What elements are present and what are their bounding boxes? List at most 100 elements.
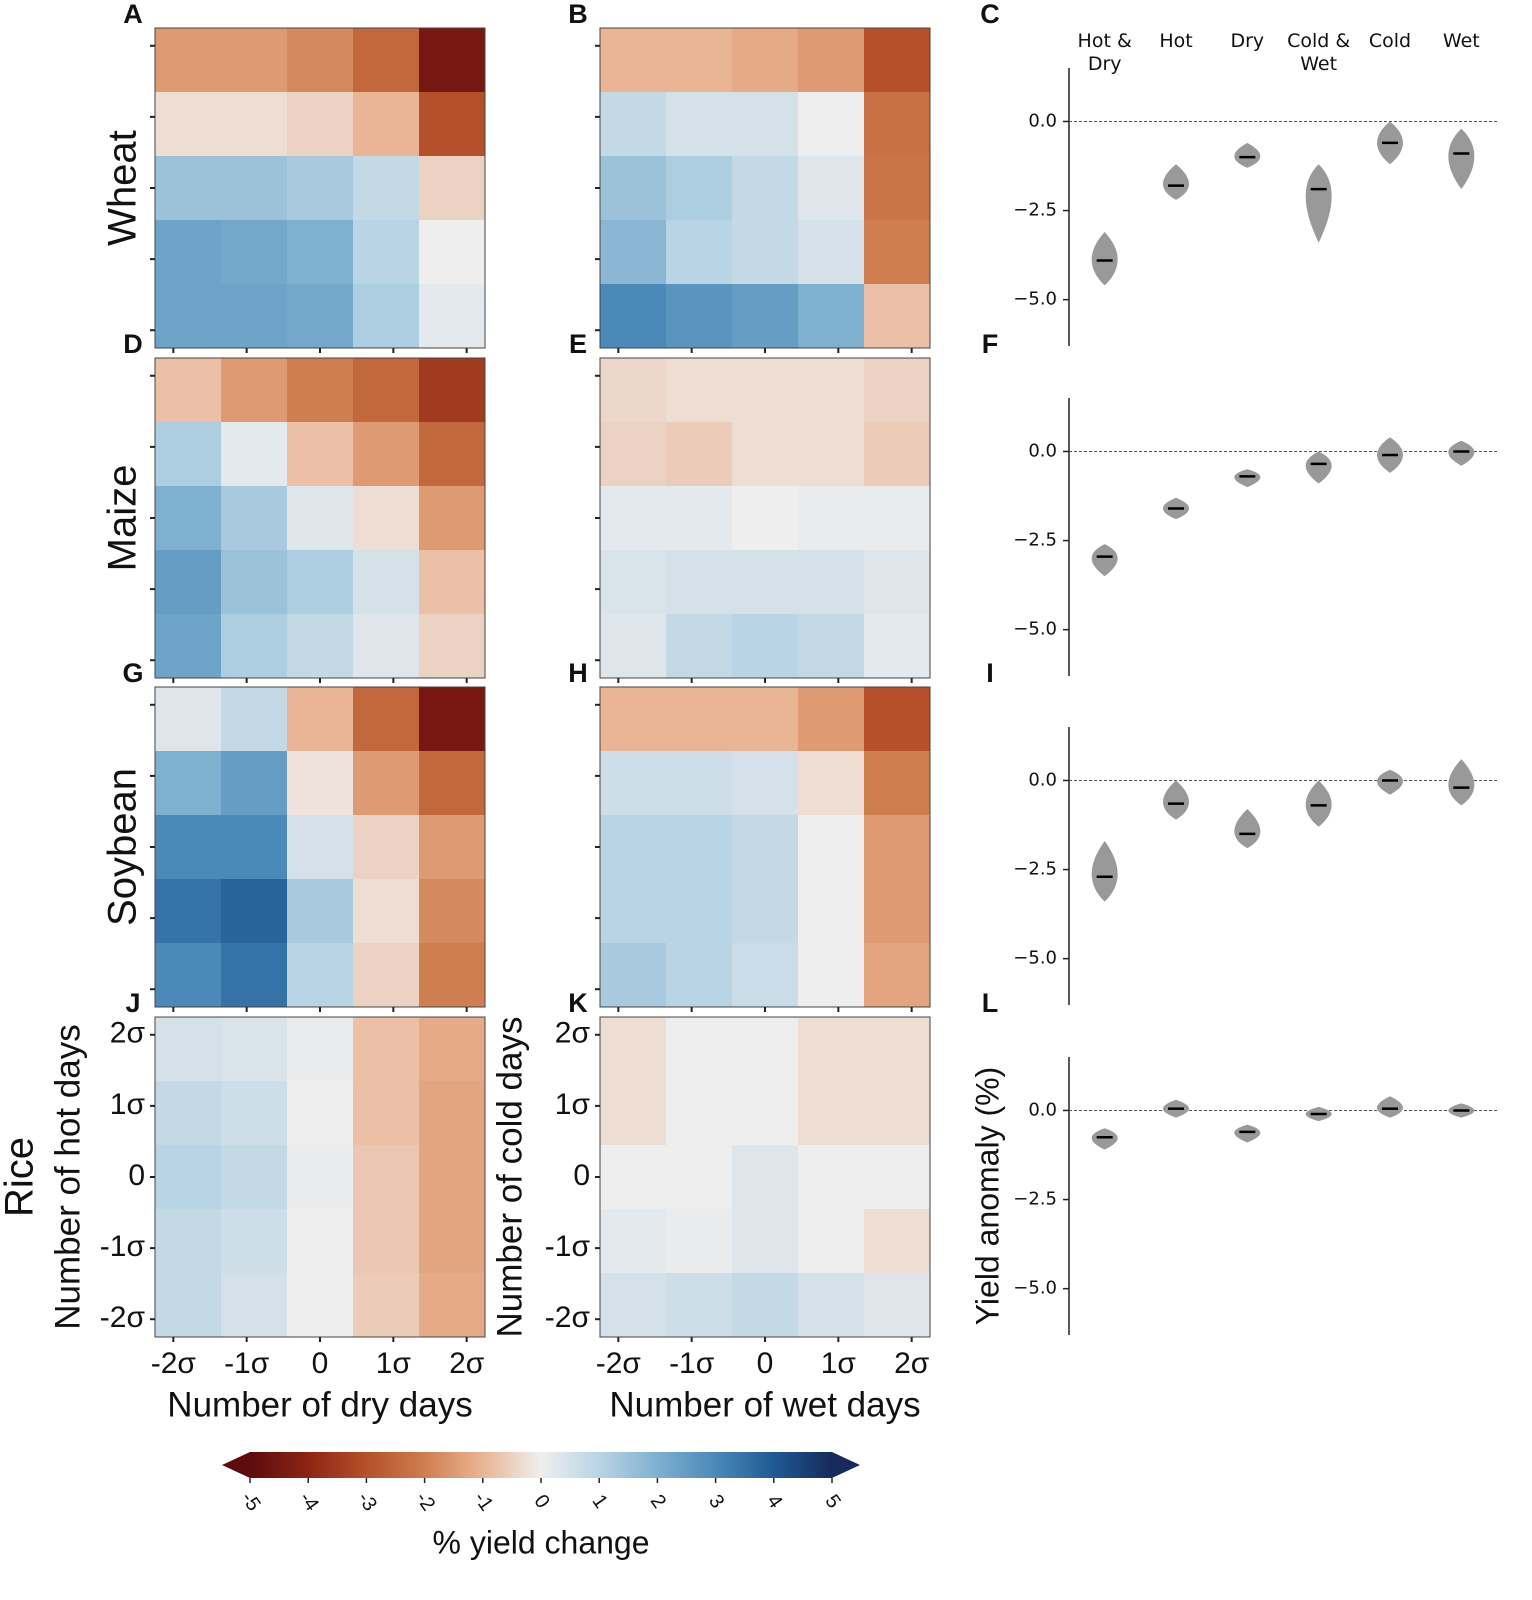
heat-cell: [221, 220, 288, 285]
colorbar-tick-label: -4: [295, 1488, 323, 1515]
heat-cell: [732, 284, 799, 349]
heat-cell: [864, 1273, 931, 1338]
heat-cell: [798, 943, 865, 1008]
heat-cell: [155, 1273, 222, 1338]
heat-cell: [798, 614, 865, 679]
heat-cell: [287, 614, 354, 679]
category-label: Hot: [1159, 30, 1193, 52]
heat-cell: [666, 220, 733, 285]
heat-cell: [419, 550, 486, 615]
heat-cell: [155, 815, 222, 880]
row-label: Maize: [101, 465, 145, 572]
heat-cell: [666, 815, 733, 880]
heat-cell: [287, 422, 354, 487]
heat-cell: [798, 751, 865, 816]
heat-cell: [287, 1145, 354, 1210]
heat-cell: [155, 879, 222, 944]
heat-cell: [221, 486, 288, 551]
heat-cell: [666, 550, 733, 615]
heat-cell: [864, 1081, 931, 1146]
heat-cell: [155, 1145, 222, 1210]
y-axis-label: Yield anomaly (%): [969, 1067, 1005, 1325]
heat-cell: [287, 1081, 354, 1146]
heat-cell: [287, 751, 354, 816]
y-tick-label: -2σ: [545, 1301, 591, 1334]
panel-letter: L: [982, 988, 999, 1018]
y-tick-label: −5.0: [1013, 619, 1057, 640]
violin: [1377, 1096, 1403, 1118]
heat-cell: [666, 486, 733, 551]
heat-cell: [353, 751, 420, 816]
heat-cell: [287, 1017, 354, 1082]
y-tick-label: -1σ: [545, 1230, 591, 1263]
heat-cell: [732, 220, 799, 285]
colorbar-tick-label: 1: [588, 1491, 612, 1513]
colorbar-tick-label: 5: [820, 1491, 844, 1513]
category-label: Dry: [1230, 30, 1265, 52]
violin: [1305, 780, 1332, 827]
heat-cell: [353, 1017, 420, 1082]
panel-letter: D: [123, 329, 143, 359]
heat-cell: [798, 1209, 865, 1274]
heat-cell: [600, 943, 667, 1008]
heat-cell: [600, 1209, 667, 1274]
heat-cell: [419, 92, 486, 157]
heat-cell: [732, 1209, 799, 1274]
heat-cell: [287, 284, 354, 349]
heat-cell: [732, 1273, 799, 1338]
heat-cell: [419, 687, 486, 752]
y-axis-label: Number of hot days: [48, 1024, 87, 1329]
heat-cell: [864, 156, 931, 221]
row-label: Wheat: [101, 130, 145, 246]
heat-cell: [798, 284, 865, 349]
heat-cell: [732, 92, 799, 157]
heat-cell: [287, 156, 354, 221]
heat-cell: [221, 422, 288, 487]
heat-cell: [221, 92, 288, 157]
y-tick-label: −2.5: [1013, 1189, 1057, 1210]
heat-cell: [419, 284, 486, 349]
x-tick-label: 1σ: [821, 1347, 857, 1380]
heat-cell: [353, 879, 420, 944]
heat-cell: [732, 879, 799, 944]
panel-letter: E: [569, 329, 587, 359]
heat-cell: [798, 879, 865, 944]
y-tick-label: −5.0: [1013, 289, 1057, 310]
violin: [1305, 164, 1332, 243]
heat-cell: [864, 28, 931, 93]
heat-cell: [155, 751, 222, 816]
heat-cell: [732, 28, 799, 93]
category-label: Hot & Dry: [1077, 30, 1132, 75]
heat-cell: [732, 1145, 799, 1210]
violin: [1448, 128, 1475, 190]
panel-letter: I: [986, 658, 994, 688]
heat-cell: [666, 943, 733, 1008]
heat-cell: [353, 1145, 420, 1210]
heat-cell: [419, 815, 486, 880]
heat-cell: [353, 28, 420, 93]
heat-cell: [600, 1145, 667, 1210]
heat-cell: [600, 28, 667, 93]
heat-cell: [732, 1081, 799, 1146]
y-tick-label: 0: [573, 1159, 590, 1192]
heat-cell: [353, 943, 420, 1008]
heat-cell: [287, 1273, 354, 1338]
heat-cell: [221, 28, 288, 93]
heat-cell: [419, 358, 486, 423]
heat-cell: [221, 1145, 288, 1210]
colorbar-extend: [222, 1452, 250, 1478]
heat-cell: [864, 1017, 931, 1082]
heat-cell: [732, 751, 799, 816]
colorbar-tick-label: -1: [469, 1488, 497, 1515]
heat-cell: [864, 1209, 931, 1274]
heat-cell: [798, 550, 865, 615]
heat-cell: [600, 486, 667, 551]
heat-cell: [155, 943, 222, 1008]
heat-cell: [155, 486, 222, 551]
y-tick-label: −5.0: [1013, 948, 1057, 969]
heat-cell: [287, 28, 354, 93]
heat-cell: [666, 1145, 733, 1210]
heat-cell: [600, 156, 667, 221]
heat-cell: [798, 422, 865, 487]
